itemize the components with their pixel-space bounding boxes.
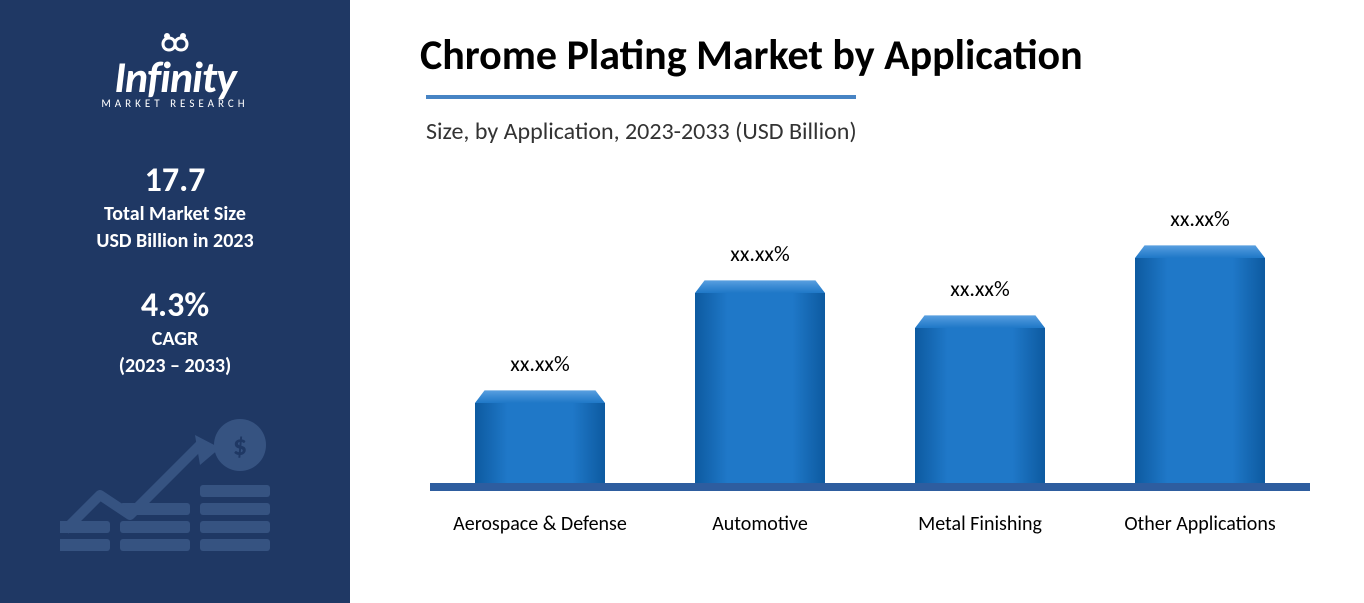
market-size-line1: Total Market Size (96, 201, 253, 228)
bar (475, 385, 605, 483)
bar-value-label: xx.xx% (1170, 205, 1229, 232)
bar-body (475, 403, 605, 483)
logo-text: Infinity (101, 55, 248, 99)
bar-body (915, 328, 1045, 483)
x-label: Aerospace & Defense (430, 512, 650, 536)
bar-value-label: xx.xx% (950, 275, 1009, 302)
bar-value-label: xx.xx% (510, 350, 569, 377)
cagr-value: 4.3% (119, 285, 232, 326)
svg-text:$: $ (233, 428, 247, 463)
chart-title: Chrome Plating Market by Application (420, 30, 1324, 81)
bar-group: xx.xx% (1090, 205, 1310, 483)
cagr-line2: (2023 – 2033) (119, 353, 232, 380)
logo-subtext: MARKET RESEARCH (101, 97, 248, 110)
bar (695, 275, 825, 483)
x-label: Metal Finishing (870, 512, 1090, 536)
bar-bevel (475, 390, 605, 403)
bar (1135, 240, 1265, 483)
bar-bevel (1135, 245, 1265, 258)
market-size-line2: USD Billion in 2023 (96, 228, 253, 255)
bar-group: xx.xx% (430, 350, 650, 483)
bar-body (695, 293, 825, 483)
market-size-value: 17.7 (96, 160, 253, 201)
x-label: Other Applications (1090, 512, 1310, 536)
bar (915, 310, 1045, 483)
bar-value-label: xx.xx% (730, 240, 789, 267)
title-underline (426, 95, 856, 99)
bar-body (1135, 258, 1265, 483)
chart-subtitle: Size, by Application, 2023-2033 (USD Bil… (426, 117, 1324, 146)
infographic-root: Infinity MARKET RESEARCH 17.7 Total Mark… (0, 0, 1364, 603)
x-axis-labels: Aerospace & DefenseAutomotiveMetal Finis… (430, 512, 1310, 536)
bar-bevel (695, 280, 825, 293)
cagr-line1: CAGR (119, 326, 232, 353)
cagr-block: 4.3% CAGR (2023 – 2033) (119, 285, 232, 380)
chart-panel: Chrome Plating Market by Application Siz… (350, 0, 1364, 603)
chart-baseline (430, 483, 1310, 491)
bar-bevel (915, 315, 1045, 328)
market-size-block: 17.7 Total Market Size USD Billion in 20… (96, 160, 253, 255)
bar-group: xx.xx% (650, 240, 870, 483)
bar-chart: xx.xx% xx.xx% xx.xx% xx.xx% Aerospace & Def… (430, 186, 1310, 546)
brand-logo: Infinity MARKET RESEARCH (101, 30, 248, 110)
growth-chart-icon: $ (60, 415, 290, 555)
left-panel: Infinity MARKET RESEARCH 17.7 Total Mark… (0, 0, 350, 603)
bars-container: xx.xx% xx.xx% xx.xx% xx.xx% (430, 203, 1310, 483)
x-label: Automotive (650, 512, 870, 536)
bar-group: xx.xx% (870, 275, 1090, 483)
